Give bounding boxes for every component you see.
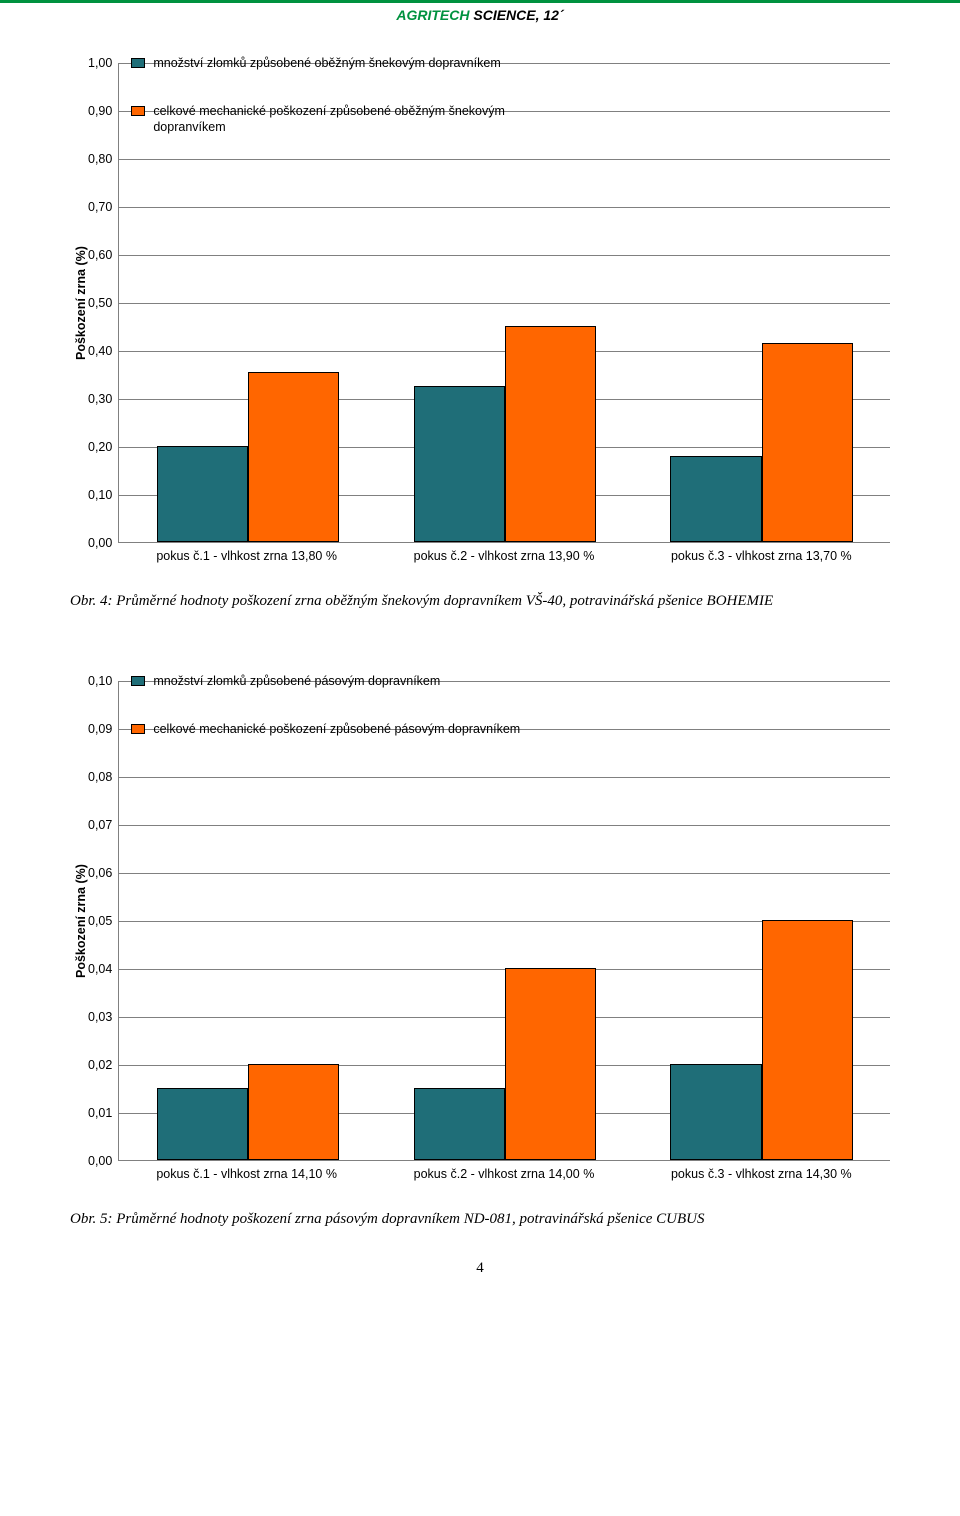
- bar-series-1: [670, 456, 761, 542]
- bar-series-2: [248, 372, 339, 542]
- bar-series-2: [762, 343, 853, 542]
- bar-series-2: [505, 968, 596, 1160]
- plot-area: množství zlomků způsobené oběžným šnekov…: [118, 63, 890, 543]
- y-axis-title: Poškození zrna (%): [70, 681, 88, 1161]
- plot-area: množství zlomků způsobené pásovým doprav…: [118, 681, 890, 1161]
- page-header: AGRITECH SCIENCE, 12´: [0, 3, 960, 63]
- bar-series-1: [414, 1088, 505, 1160]
- x-axis-label: pokus č.3 - vlhkost zrna 14,30 %: [633, 1161, 890, 1181]
- y-axis-ticks: 1,000,900,800,700,600,500,400,300,200,10…: [88, 63, 118, 543]
- brand-name: AGRITECH: [396, 7, 469, 23]
- bar-group: [633, 681, 890, 1160]
- y-axis-ticks: 0,100,090,080,070,060,050,040,030,020,01…: [88, 681, 118, 1161]
- x-axis-label: pokus č.1 - vlhkost zrna 14,10 %: [118, 1161, 375, 1181]
- journal-suffix: SCIENCE, 12´: [469, 7, 563, 23]
- y-axis-title: Poškození zrna (%): [70, 63, 88, 543]
- bar-series-2: [248, 1064, 339, 1160]
- bar-group: [119, 681, 376, 1160]
- chart-1: Poškození zrna (%) 1,000,900,800,700,600…: [70, 63, 890, 563]
- bar-series-1: [670, 1064, 761, 1160]
- bar-series-1: [157, 1088, 248, 1160]
- x-axis-label: pokus č.2 - vlhkost zrna 14,00 %: [375, 1161, 632, 1181]
- chart-2: Poškození zrna (%) 0,100,090,080,070,060…: [70, 681, 890, 1181]
- chart-1-caption: Obr. 4: Průměrné hodnoty poškození zrna …: [70, 591, 890, 611]
- chart-2-caption: Obr. 5: Průměrné hodnoty poškození zrna …: [70, 1209, 890, 1229]
- bar-group: [633, 63, 890, 542]
- bar-group: [376, 63, 633, 542]
- x-axis-label: pokus č.3 - vlhkost zrna 13,70 %: [633, 543, 890, 563]
- bar-series-2: [505, 326, 596, 542]
- bar-group: [376, 681, 633, 1160]
- page-number: 4: [70, 1230, 890, 1277]
- x-axis-labels: pokus č.1 - vlhkost zrna 14,10 %pokus č.…: [118, 1161, 890, 1181]
- x-axis-labels: pokus č.1 - vlhkost zrna 13,80 %pokus č.…: [118, 543, 890, 563]
- bar-series-1: [414, 386, 505, 542]
- bars: [119, 681, 890, 1160]
- x-axis-label: pokus č.1 - vlhkost zrna 13,80 %: [118, 543, 375, 563]
- bar-series-1: [157, 446, 248, 542]
- bar-group: [119, 63, 376, 542]
- x-axis-label: pokus č.2 - vlhkost zrna 13,90 %: [375, 543, 632, 563]
- bar-series-2: [762, 920, 853, 1160]
- bars: [119, 63, 890, 542]
